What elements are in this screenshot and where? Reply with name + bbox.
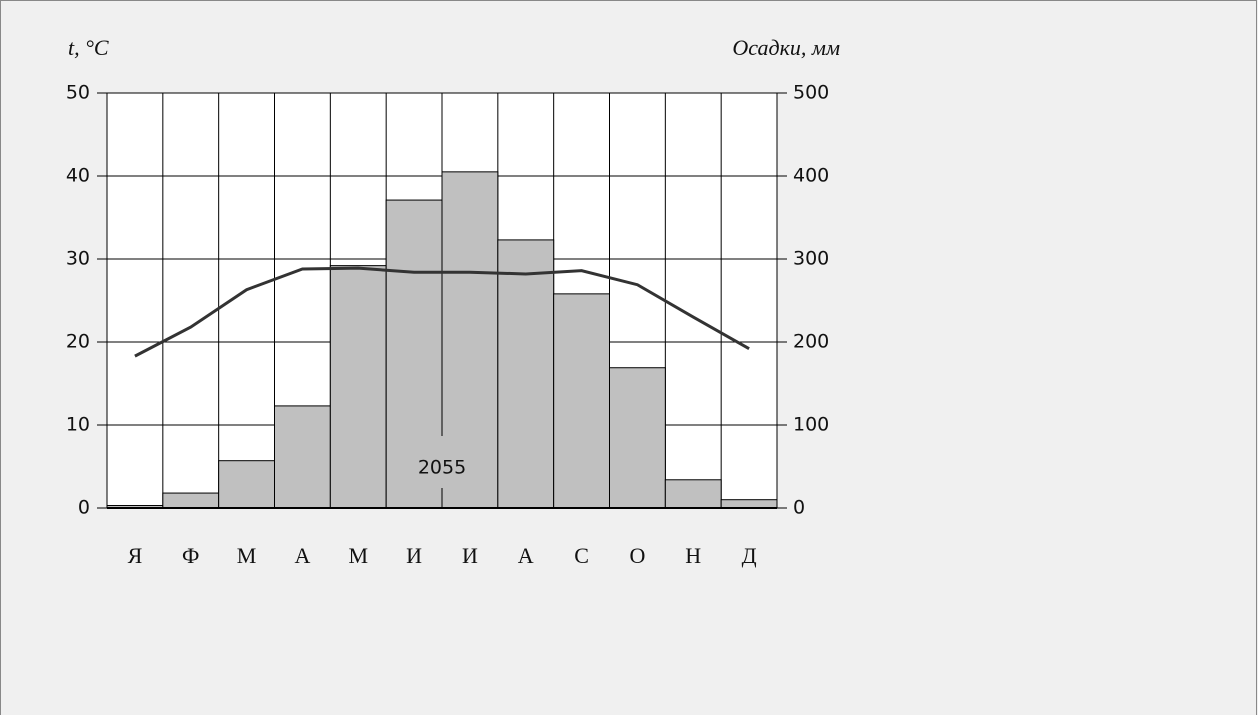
y2-axis-label: Осадки, мм <box>732 35 840 60</box>
y-tick-label: 10 <box>66 414 90 436</box>
temperature-line <box>134 266 750 358</box>
x-tick-label: О <box>629 543 645 568</box>
bar <box>664 479 722 509</box>
x-tick-label: Ф <box>182 543 199 568</box>
y2-tick-label: 300 <box>793 248 829 270</box>
y-tick-label: 0 <box>78 497 90 519</box>
bar <box>218 460 276 509</box>
y2-tick-label: 0 <box>793 497 805 519</box>
x-tick-label: И <box>406 543 422 568</box>
y2-tick-label: 200 <box>793 331 829 353</box>
y-tick-label: 30 <box>66 248 90 270</box>
x-tick-label: И <box>462 543 478 568</box>
y2-tick-label: 400 <box>793 165 829 187</box>
y2-tick-label: 100 <box>793 414 829 436</box>
x-tick-label: А <box>294 543 310 568</box>
annotation: 2055 <box>418 457 466 479</box>
bar <box>720 499 778 509</box>
y-tick-label: 40 <box>66 165 90 187</box>
x-tick-label: А <box>518 543 534 568</box>
bar <box>274 405 331 509</box>
y-tick-label: 20 <box>66 331 90 353</box>
annotation-bg <box>408 436 476 488</box>
bar <box>162 492 220 509</box>
x-tick-label: М <box>348 543 368 568</box>
y2-tick-label: 500 <box>793 82 829 104</box>
x-tick-label: Я <box>128 543 143 568</box>
bar <box>497 239 555 509</box>
x-tick-label: Д <box>742 543 757 568</box>
x-tick-label: М <box>237 543 257 568</box>
x-tick-label: С <box>574 543 589 568</box>
bar <box>609 367 666 509</box>
y-tick-label: 50 <box>66 82 90 104</box>
bar <box>329 265 387 509</box>
x-tick-label: Н <box>685 543 701 568</box>
bar <box>553 293 611 509</box>
y-axis-label: t, °C <box>68 35 109 60</box>
